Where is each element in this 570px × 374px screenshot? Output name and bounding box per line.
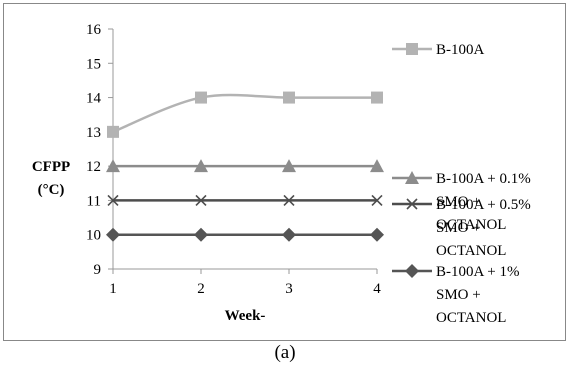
data-point-series-2	[106, 159, 120, 173]
x-tick-label: 1	[109, 281, 117, 297]
y-tick-label: 11	[87, 193, 101, 209]
legend-marker-4	[405, 264, 419, 278]
legend-marker-3	[406, 198, 418, 210]
data-point-series-4	[194, 227, 208, 242]
data-point-series-3	[283, 194, 295, 206]
figure-caption: (a)	[274, 342, 296, 363]
legend-marker-1	[406, 43, 418, 55]
data-point-series-4	[106, 227, 120, 242]
legend-label-3: SMO +	[436, 220, 481, 236]
legend-label-2: B-100A + 0.1%	[436, 171, 531, 187]
y-tick-label: 15	[86, 56, 101, 72]
data-point-series-2	[194, 159, 208, 173]
legend-label-3: OCTANOL	[436, 243, 506, 259]
legend-label-2: OCTANOL	[436, 217, 506, 233]
data-point-series-4	[282, 227, 296, 242]
y-axis-title-line: CFPP	[32, 159, 70, 175]
y-tick-label: 13	[86, 125, 101, 141]
legend-label-4: SMO +	[436, 287, 481, 303]
legend-label-1: B-100A	[436, 42, 485, 58]
y-tick-label: 14	[86, 91, 102, 107]
x-tick-label: 2	[197, 281, 205, 297]
legend-label-2: SMO +	[436, 194, 481, 210]
data-point-series-3	[371, 194, 383, 206]
y-tick-label: 16	[86, 22, 102, 38]
data-point-series-1	[371, 91, 383, 104]
x-tick-label: 3	[285, 281, 293, 297]
data-point-series-3	[107, 194, 119, 206]
x-tick-label: 4	[373, 281, 381, 297]
data-point-series-2	[370, 159, 384, 173]
data-point-series-2	[282, 159, 296, 173]
y-axis-title-line: (°C)	[38, 182, 65, 198]
legend-label-4: OCTANOL	[436, 310, 506, 326]
data-point-series-1	[107, 125, 119, 138]
data-point-series-3	[195, 194, 207, 206]
legend-label-3: B-100A + 0.5%	[436, 197, 531, 213]
y-tick-label: 10	[86, 228, 101, 244]
data-point-series-1	[195, 91, 207, 104]
x-axis-title: Week-	[225, 308, 266, 324]
data-point-series-1	[283, 91, 295, 104]
y-tick-label: 12	[86, 159, 101, 175]
legend-label-4: B-100A + 1%	[436, 264, 519, 280]
series-line-1	[112, 93, 378, 134]
data-point-series-4	[370, 227, 384, 242]
legend-marker-2	[405, 171, 419, 184]
y-tick-label: 9	[94, 262, 102, 278]
